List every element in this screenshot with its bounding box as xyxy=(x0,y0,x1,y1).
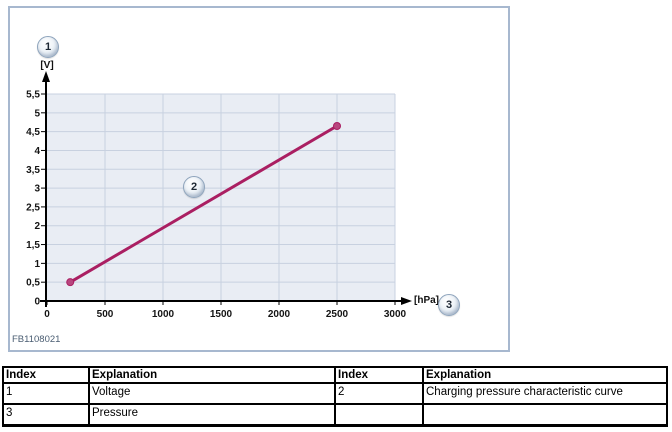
table-header-cell: Index xyxy=(2,366,90,384)
svg-text:1: 1 xyxy=(34,259,40,270)
table-header-cell: Explanation xyxy=(422,366,668,384)
callout-3-pressure: 3 xyxy=(438,294,460,316)
table-cell: Voltage xyxy=(88,382,336,405)
x-axis-unit-label: [hPa] xyxy=(414,295,439,306)
svg-text:0: 0 xyxy=(34,297,40,308)
table-header-cell: Explanation xyxy=(88,366,336,384)
table-cell: Charging pressure characteristic curve xyxy=(422,382,668,405)
chart-svg: 0 500 1000 1500 2000 2500 3000 0 0,5 1 1,5 2 2,5 3 3,5… xyxy=(26,71,412,320)
svg-text:3: 3 xyxy=(34,184,40,195)
table-row: 3 Pressure xyxy=(2,403,668,427)
svg-text:1500: 1500 xyxy=(210,309,233,320)
svg-text:4: 4 xyxy=(34,146,40,157)
table-cell xyxy=(422,403,668,427)
svg-text:3000: 3000 xyxy=(384,309,407,320)
svg-text:4,5: 4,5 xyxy=(26,127,40,138)
table-header-row: Index Explanation Index Explanation xyxy=(2,366,668,384)
callout-2-label: 2 xyxy=(190,181,198,193)
table-cell: 2 xyxy=(334,382,424,405)
chart-panel: 0 500 1000 1500 2000 2500 3000 0 0,5 1 1,5 2 2,5 3 3,5… xyxy=(8,6,510,352)
svg-text:2500: 2500 xyxy=(326,309,349,320)
svg-text:1000: 1000 xyxy=(152,309,175,320)
svg-text:2,5: 2,5 xyxy=(26,202,40,213)
y-axis-unit-label: [V] xyxy=(40,60,54,71)
table-cell xyxy=(334,403,424,427)
svg-text:2: 2 xyxy=(34,221,40,232)
table-header-cell: Index xyxy=(334,366,424,384)
svg-text:3,5: 3,5 xyxy=(26,165,40,176)
svg-text:0,5: 0,5 xyxy=(26,278,40,289)
callout-1-voltage: 1 xyxy=(37,36,59,58)
svg-text:2000: 2000 xyxy=(268,309,291,320)
table-cell: 3 xyxy=(2,403,90,427)
svg-text:1,5: 1,5 xyxy=(26,240,40,251)
svg-text:5: 5 xyxy=(34,108,40,119)
svg-text:0: 0 xyxy=(44,309,50,320)
table-cell: 1 xyxy=(2,382,90,405)
table-cell: Pressure xyxy=(88,403,336,427)
table-row: 1 Voltage 2 Charging pressure characteri… xyxy=(2,382,668,405)
figure-code: FB1108021 xyxy=(12,334,61,345)
callout-3-label: 3 xyxy=(445,299,453,311)
callout-2-curve: 2 xyxy=(183,176,205,198)
legend-table: Index Explanation Index Explanation 1 Vo… xyxy=(2,366,668,427)
svg-text:5,5: 5,5 xyxy=(26,90,40,101)
svg-text:500: 500 xyxy=(97,309,114,320)
callout-1-label: 1 xyxy=(44,41,52,53)
